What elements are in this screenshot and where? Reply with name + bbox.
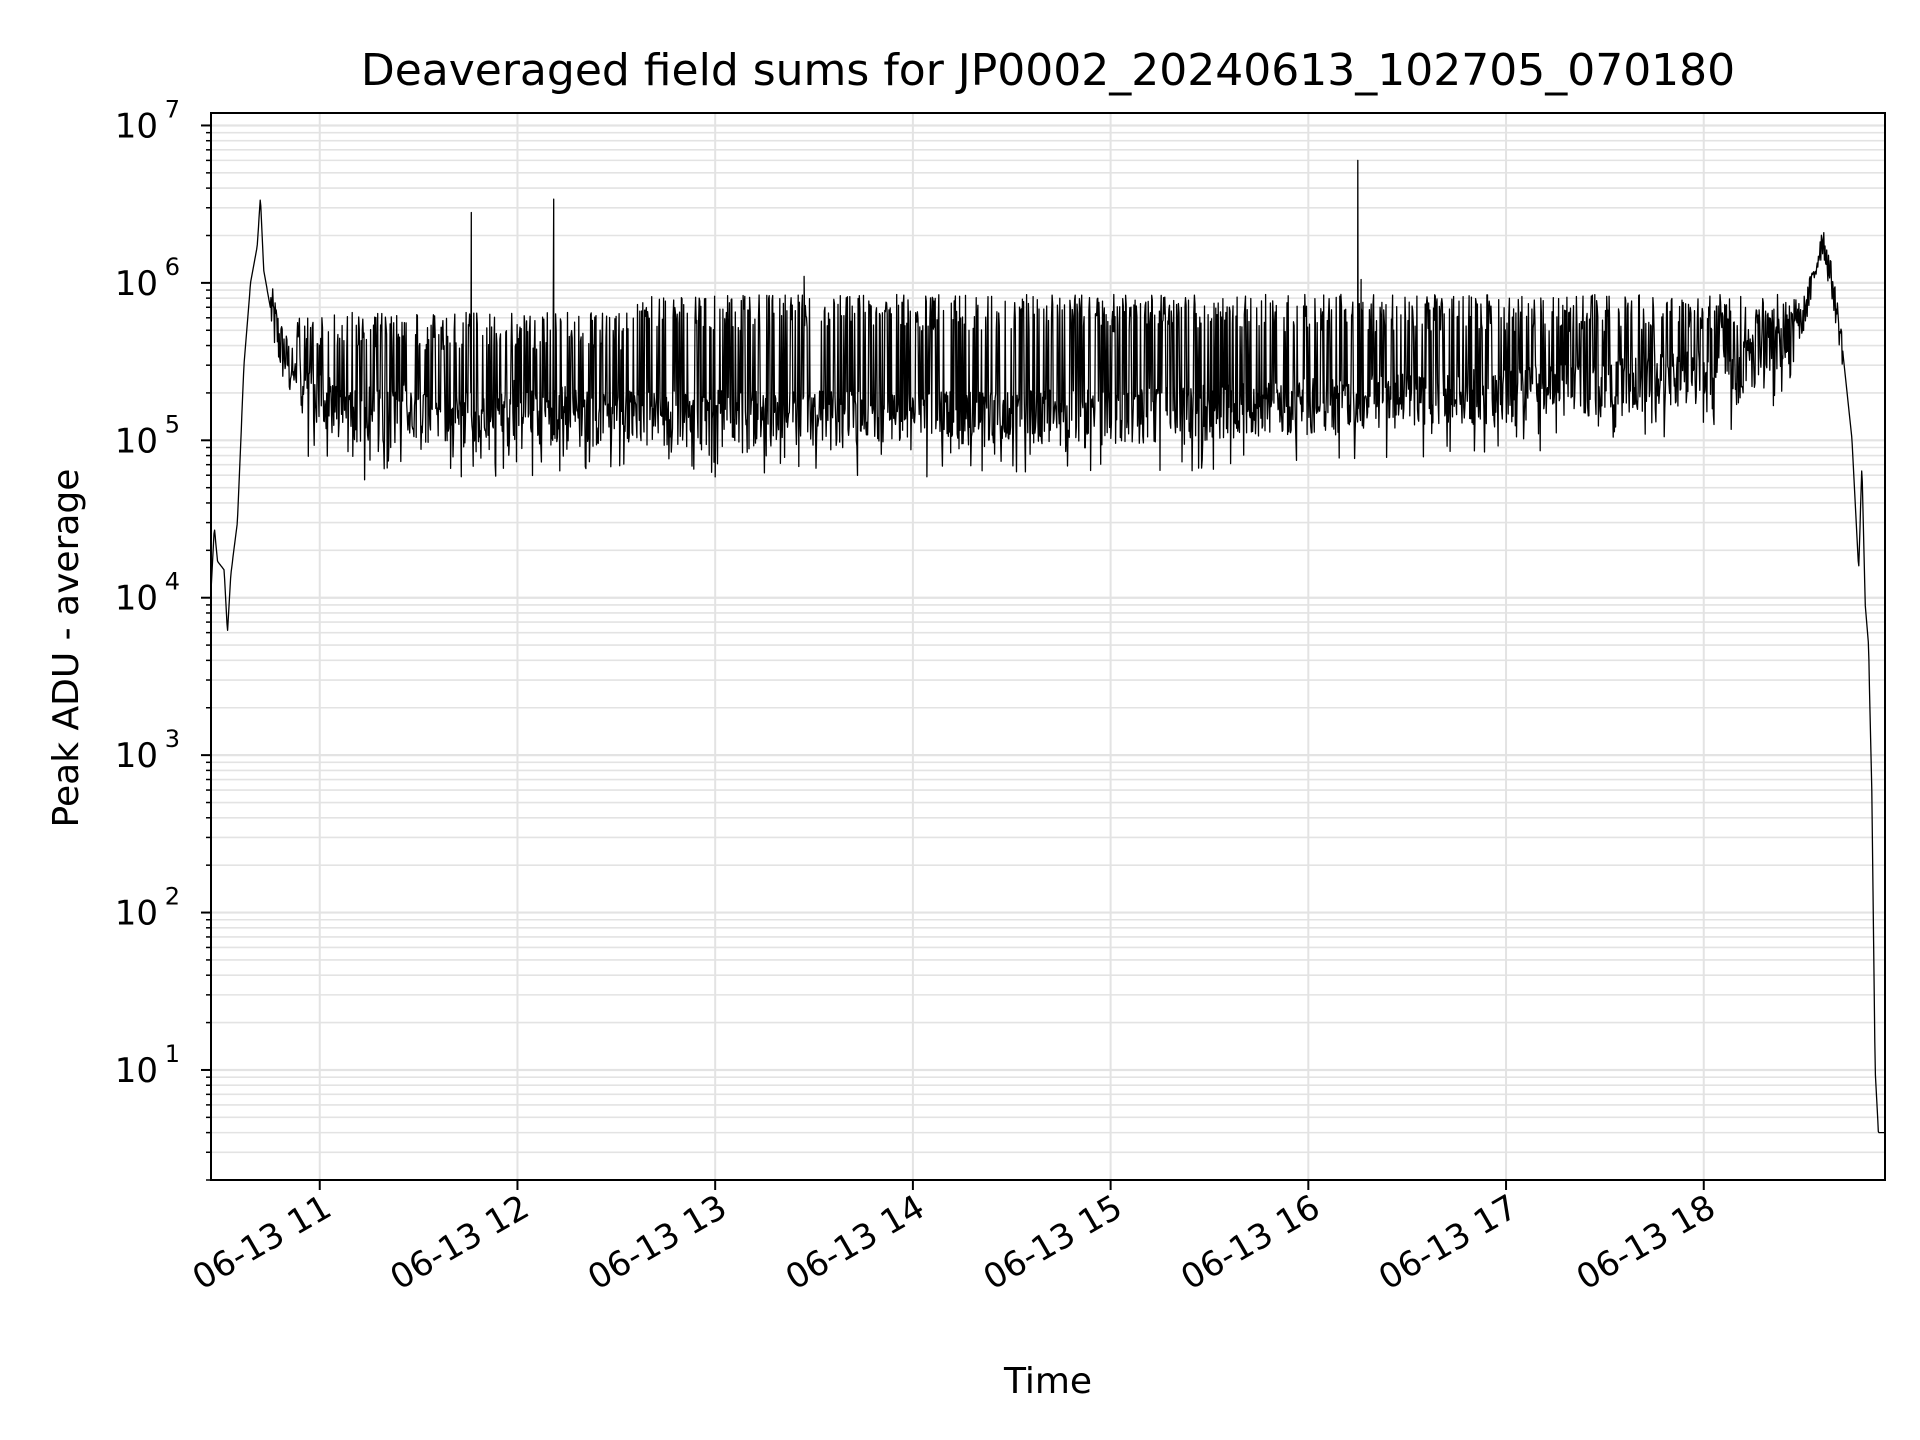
series-line: [210, 159, 1885, 1134]
y-tick-label: 10: [115, 894, 158, 934]
data-line: [210, 159, 1885, 1134]
y-tick-label: 10: [115, 421, 158, 461]
y-tick-exponent: 5: [165, 410, 180, 438]
chart-title: Deaveraged field sums for JP0002_2024061…: [361, 45, 1735, 96]
y-tick-exponent: 6: [165, 253, 180, 281]
y-axis-label: Peak ADU - average: [46, 469, 87, 828]
y-tick-label: 10: [115, 264, 158, 304]
y-tick-label: 10: [115, 106, 158, 146]
y-tick-label: 10: [115, 736, 158, 776]
y-tick-exponent: 2: [165, 883, 180, 911]
x-axis-label: Time: [1003, 1361, 1092, 1402]
y-tick-exponent: 7: [165, 95, 180, 123]
plot-frame: [210, 112, 1886, 1181]
y-tick-exponent: 3: [165, 725, 180, 753]
y-tick-exponent: 1: [165, 1040, 180, 1068]
y-tick-exponent: 4: [165, 568, 180, 596]
y-tick-label: 10: [115, 579, 158, 619]
grid: [211, 113, 1885, 1181]
y-tick-label: 10: [115, 1051, 158, 1091]
